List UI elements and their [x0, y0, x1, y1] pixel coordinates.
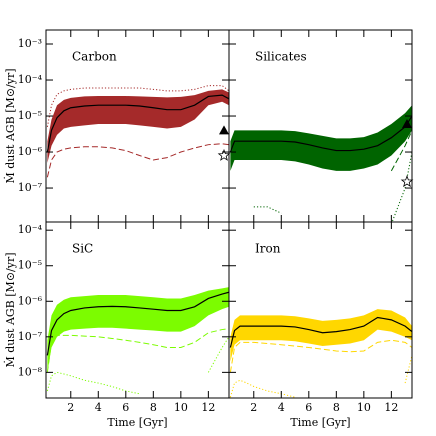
- panel: 10⁻⁴ 10⁻⁵ 10⁻⁶ 10⁻⁷ 10⁻⁸ 2 4 6 8 10 12 SiC Time [Gyr…: [3, 221, 230, 429]
- line: [46, 336, 229, 395]
- x-tick-label: 2: [67, 401, 74, 414]
- panel-frame: [228, 221, 413, 399]
- marker-star: [217, 148, 231, 161]
- y-tick-label: 10⁻⁸: [18, 365, 43, 378]
- y-tick-label: 10⁻⁴: [18, 223, 43, 236]
- band: [230, 309, 412, 362]
- y-tick-label: 10⁻⁶: [18, 145, 43, 158]
- y-tick-label: 10⁻⁷: [18, 181, 43, 194]
- x-tick-label: 4: [95, 401, 102, 414]
- plot-area: [46, 85, 229, 178]
- x-tick-label: 12: [384, 401, 398, 414]
- panel-title: Silicates: [255, 50, 307, 64]
- x-tick-label: 10: [174, 401, 188, 414]
- plot-area: [46, 287, 229, 395]
- x-axis-title: Time [Gyr]: [290, 416, 350, 429]
- panel-title: SiC: [72, 242, 93, 256]
- y-tick-label: 10⁻⁶: [18, 294, 43, 307]
- panel-title: Carbon: [72, 50, 117, 64]
- band: [47, 89, 229, 163]
- x-axis-title: Time [Gyr]: [107, 416, 167, 429]
- x-tick-label: 8: [333, 401, 340, 414]
- y-tick-label: 10⁻⁷: [18, 330, 43, 343]
- line: [46, 85, 229, 127]
- marker-star: [400, 175, 414, 188]
- panel-title: Iron: [255, 242, 281, 256]
- y-tick-label: 10⁻⁵: [18, 259, 42, 272]
- line: [229, 355, 412, 398]
- x-tick-label: 2: [250, 401, 257, 414]
- y-tick-label: 10⁻⁵: [18, 109, 42, 122]
- x-tick-label: 4: [278, 401, 285, 414]
- y-axis-title: Ṁ dust AGB [M⊙/yr]: [3, 252, 17, 367]
- line: [229, 115, 412, 153]
- plot-area: [229, 105, 412, 222]
- line: [46, 143, 229, 178]
- panel: 10⁻³ 10⁻⁴ 10⁻⁵ 10⁻⁶ 10⁻⁷ Carbon Ṁ dust AGB [M⊙…: [3, 29, 231, 223]
- x-tick-label: 12: [201, 401, 215, 414]
- x-tick-label: 8: [150, 401, 157, 414]
- plot-area: [229, 309, 412, 398]
- panel: 2 4 6 8 10 12 Iron Time [Gyr]: [228, 221, 413, 429]
- marker-triangle: [219, 125, 229, 135]
- line: [46, 328, 229, 373]
- x-tick-label: 6: [305, 401, 312, 414]
- y-tick-label: 10⁻⁴: [18, 73, 43, 86]
- marker-triangle: [402, 119, 412, 129]
- x-tick-label: 6: [122, 401, 129, 414]
- line: [390, 130, 412, 172]
- x-tick-label: 10: [357, 401, 371, 414]
- line: [229, 339, 412, 373]
- panel: Silicates: [228, 29, 414, 223]
- y-axis-title: Ṁ dust AGB [M⊙/yr]: [3, 68, 17, 183]
- band: [47, 287, 229, 373]
- band: [230, 105, 412, 171]
- y-tick-label: 10⁻³: [18, 37, 42, 50]
- line: [46, 94, 229, 153]
- line: [229, 316, 412, 348]
- line: [46, 291, 229, 356]
